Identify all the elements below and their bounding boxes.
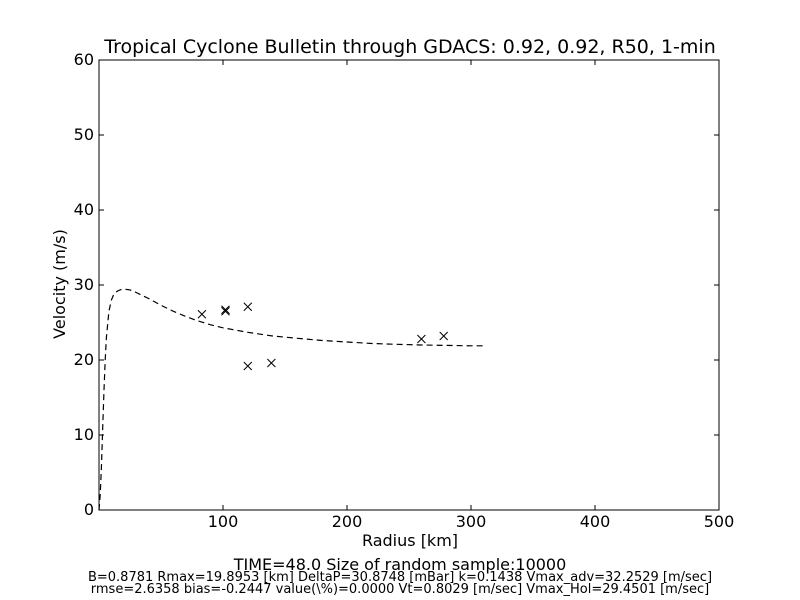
y-tick-label: 60	[74, 50, 94, 69]
observation-point	[243, 361, 253, 371]
x-tick-label: 200	[332, 512, 363, 531]
y-tick-label: 40	[74, 200, 94, 219]
y-tick-label: 10	[74, 425, 94, 444]
y-tick-label: 20	[74, 350, 94, 369]
y-axis-label: Velocity (m/s)	[50, 229, 69, 339]
observation-point	[417, 334, 426, 344]
observation-point	[221, 306, 230, 316]
footer-parameters: B=0.8781 Rmax=19.8953 [km] DeltaP=30.874…	[87, 570, 713, 585]
y-tick-label: 50	[74, 125, 94, 144]
y-tick-label: 0	[84, 500, 94, 519]
x-tick-label: 300	[456, 512, 487, 531]
x-axis-label: Radius [km]	[362, 531, 458, 550]
observation-point	[439, 331, 449, 341]
chart-title: Tropical Cyclone Bulletin through GDACS:…	[103, 36, 716, 58]
observation-point	[197, 309, 207, 319]
x-tick-label: 400	[580, 512, 611, 531]
y-tick-label: 30	[74, 275, 94, 294]
observation-point	[267, 358, 276, 368]
x-tick-label: 100	[208, 512, 239, 531]
wind-profile-curve	[98, 288, 484, 511]
axes-frame	[98, 59, 720, 511]
plot-area: 100 200 300 400 500 0 10 20 30 40 50 60	[74, 50, 735, 531]
x-tick-label: 500	[704, 512, 735, 531]
observation-point	[221, 305, 230, 315]
observation-point	[243, 302, 253, 312]
footer-statistics: rmse=2.6358 bias=-0.2447 value(\%)=0.000…	[90, 582, 710, 597]
footer-summary: TIME=48.0 Size of random sample:10000	[233, 555, 567, 574]
